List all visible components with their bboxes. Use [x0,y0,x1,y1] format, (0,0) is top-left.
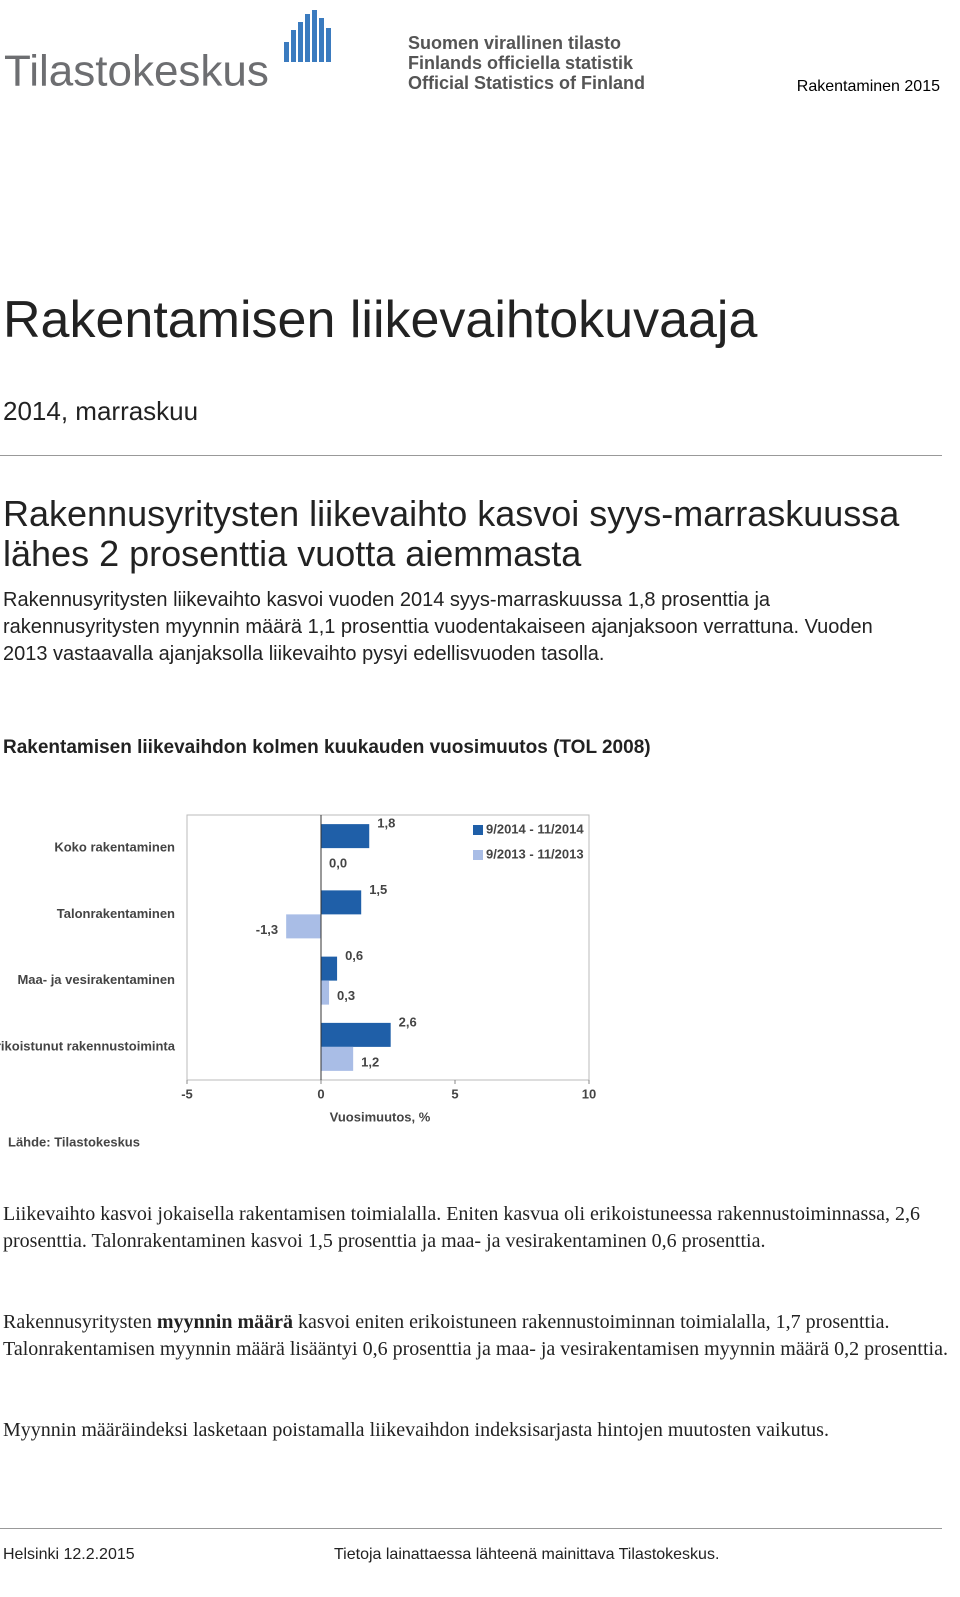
text: Rakennusyritysten [3,1311,157,1333]
legend-swatch [473,850,483,860]
x-tick-label: 5 [451,1086,458,1101]
x-tick-label: -5 [181,1086,193,1101]
tagline: Official Statistics of Finland [408,73,645,93]
category-label: Talonrakentaminen [57,906,175,921]
title: Rakentamisen liikevaihtokuvaaja [3,291,758,349]
category-label: Maa- ja vesirakentaminen [17,972,175,987]
plot-frame [186,814,590,1081]
legend-swatch [473,825,483,835]
x-axis-label: Vuosimuutos, % [330,1109,431,1124]
header-logo: Tilastokeskus Suomen virallinen tilasto … [4,10,940,96]
bar [321,824,370,849]
value-label: 1,5 [369,882,387,897]
logo-text: Tilastokeskus [4,47,269,96]
x-tick-label: 10 [582,1086,596,1101]
value-label: 1,2 [361,1054,379,1069]
paragraph: Liikevaihto kasvoi jokaisella rakentamis… [3,1201,948,1255]
paragraph: Rakennusyritysten myynnin määrä kasvoi e… [3,1309,948,1363]
paragraph: Myynnin määräindeksi lasketaan poistamal… [3,1417,948,1444]
value-label: 1,8 [377,816,395,831]
divider [0,1528,942,1529]
tagline: Suomen virallinen tilasto [408,33,621,53]
bar [321,1046,354,1071]
text: Myynnin määräindeksi lasketaan poistamal… [3,1419,829,1441]
chart: -5 0 5 10 Vuosimuutos, % Lähde: Tilastokeskus… [0,814,596,1149]
bar [286,914,321,939]
chart-heading: Rakentamisen liikevaihdon kolmen kuukaud… [3,737,651,758]
tagline: Finlands officiella statistik [408,53,634,73]
headline: Rakennusyritysten liikevaihto kasvoi syy… [3,493,900,574]
footer-right: Tietoja lainattaessa lähteenä mainittava… [334,1546,720,1563]
bar [321,1022,391,1047]
x-tick-label: 0 [317,1086,324,1101]
divider [0,455,942,456]
subtitle: 2014, marraskuu [3,396,199,426]
bar [321,890,362,915]
value-label: 0,6 [345,948,363,963]
text: kasvoi eniten erikoistuneen rakennustoim… [3,1311,948,1360]
value-label: -1,3 [256,922,278,937]
value-label: 2,6 [399,1014,417,1029]
legend-label: 9/2014 - 11/2014 [486,821,584,836]
text: Liikevaihto kasvoi jokaisella rakentamis… [3,1203,920,1252]
publication: Rakentaminen 2015 [797,78,940,95]
bar [321,956,338,981]
lead: Rakennusyritysten liikevaihto kasvoi vuo… [3,589,873,665]
footer-left: Helsinki 12.2.2015 [3,1546,135,1563]
value-label: 0,3 [337,988,355,1003]
category-label: Koko rakentaminen [54,840,175,855]
category-label: Erikoistunut rakennustoiminta [0,1038,176,1053]
source: Lähde: Tilastokeskus [8,1134,140,1149]
bold-text: myynnin määrä [156,1311,293,1333]
bar [321,980,330,1005]
legend-label: 9/2013 - 11/2013 [486,846,584,861]
value-label: 0,0 [329,856,347,871]
